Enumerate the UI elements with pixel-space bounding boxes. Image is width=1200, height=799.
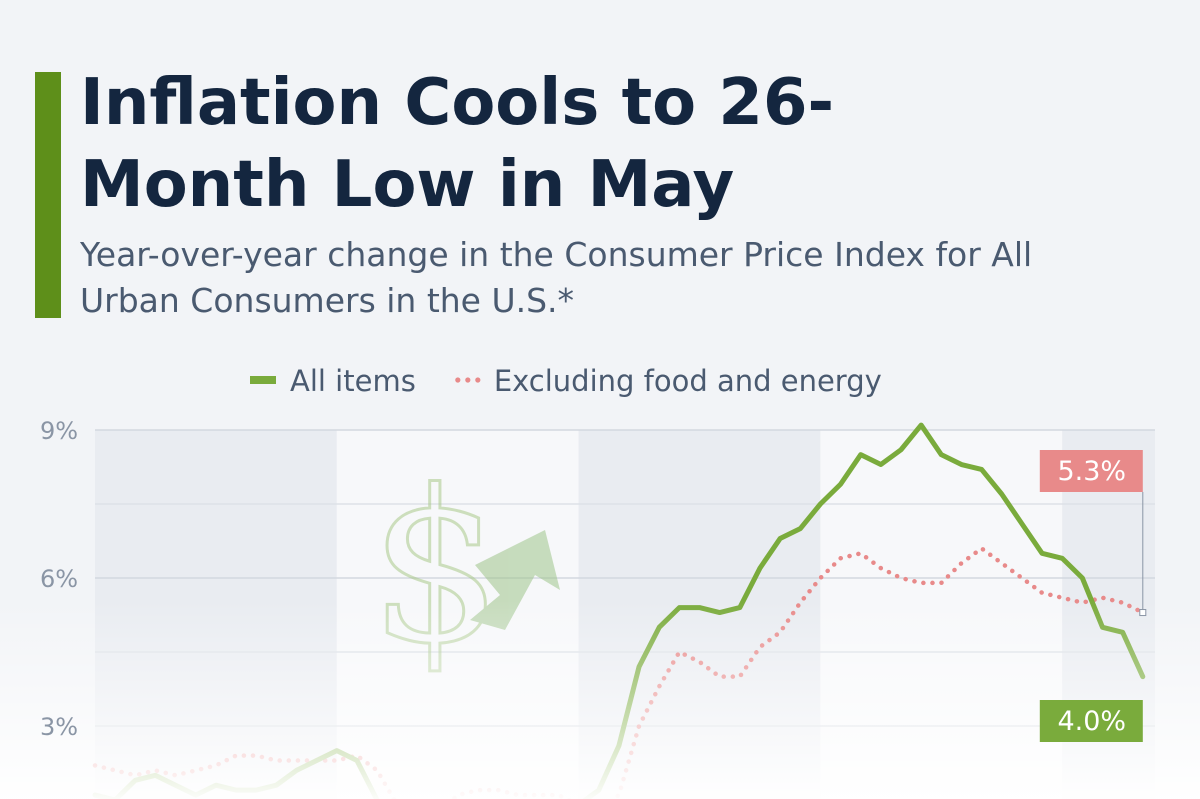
value-label-box: [1039, 700, 1143, 742]
legend-swatch: [465, 377, 471, 383]
value-label-box: [1039, 450, 1143, 492]
end-marker: [1139, 609, 1147, 617]
legend-label: Excluding food and energy: [494, 364, 882, 398]
chart-title: Inflation Cools to 26-Month Low in May: [80, 66, 835, 222]
legend-swatch: [475, 377, 481, 383]
value-label: 5.3%: [1057, 456, 1126, 487]
legend-label: All items: [290, 364, 416, 398]
chart-subtitle: Year-over-year change in the Consumer Pr…: [80, 235, 1033, 320]
y-tick-label: 3%: [40, 713, 78, 741]
y-tick-label: 6%: [40, 565, 78, 593]
accent-bar: [35, 72, 61, 318]
y-tick-label: 9%: [40, 417, 78, 445]
legend-swatch: [455, 377, 461, 383]
fade: [0, 600, 1200, 799]
value-label: 4.0%: [1057, 706, 1126, 737]
legend-swatch: [250, 376, 276, 384]
